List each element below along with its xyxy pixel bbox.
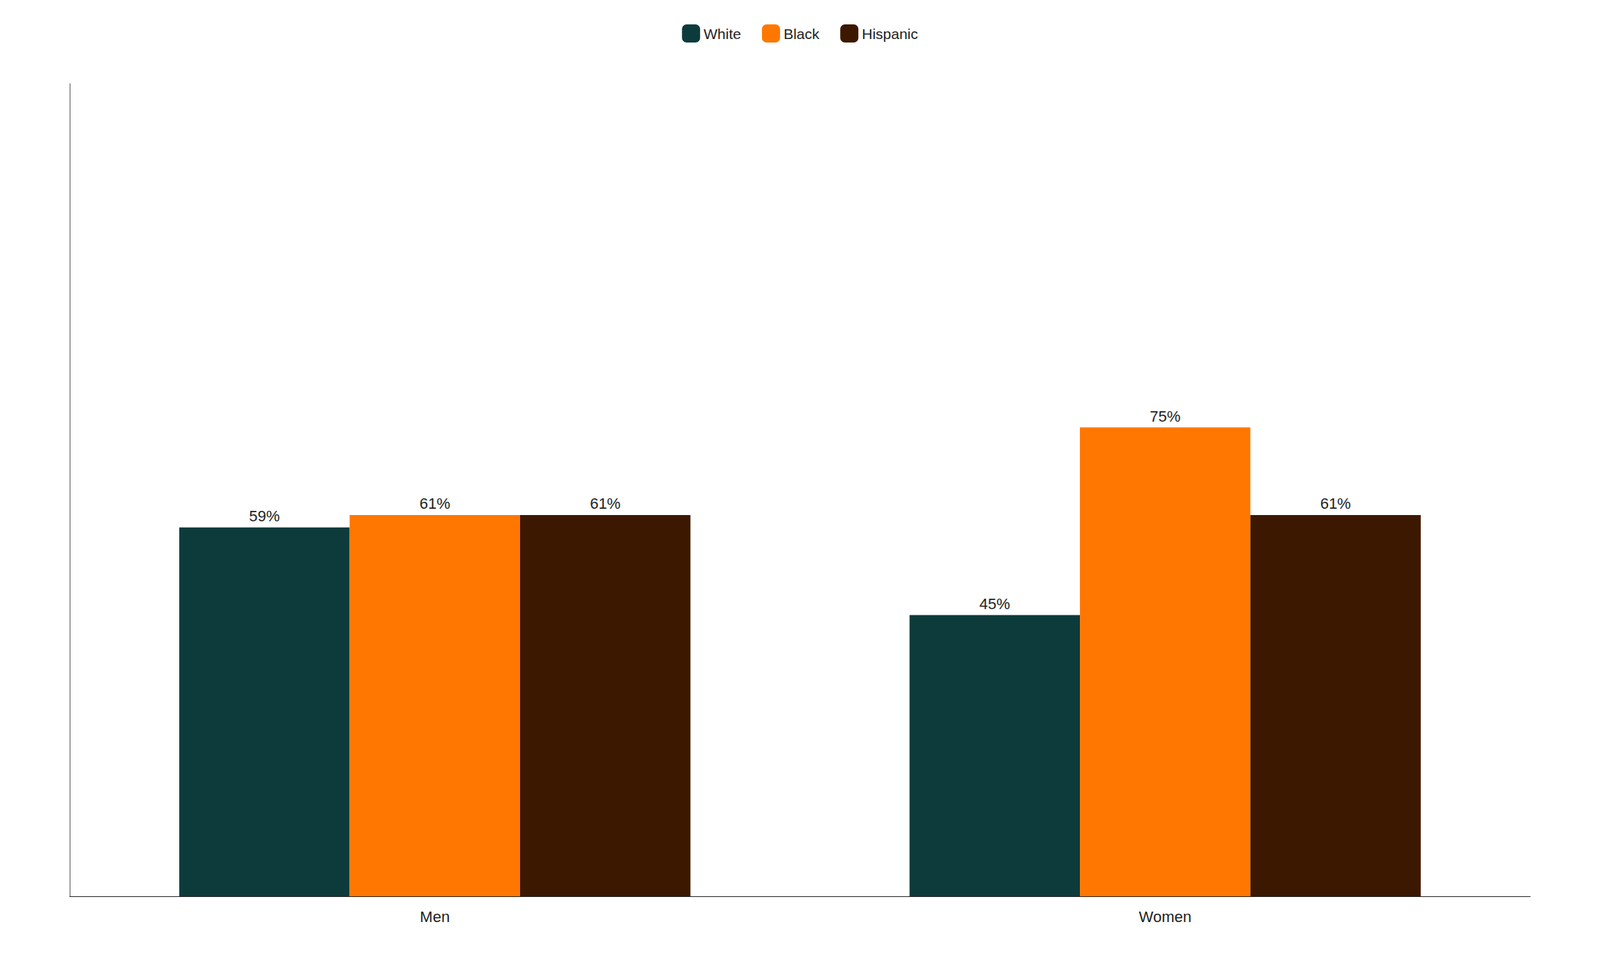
svg-text:61%: 61% <box>419 494 451 513</box>
svg-text:61%: 61% <box>589 494 621 513</box>
svg-text:61%: 61% <box>1320 494 1352 513</box>
svg-text:Black: Black <box>783 25 820 42</box>
svg-text:Hispanic: Hispanic <box>861 25 919 42</box>
svg-text:Women: Women <box>1139 908 1192 926</box>
svg-text:75%: 75% <box>1149 407 1181 426</box>
svg-text:Men: Men <box>419 908 450 926</box>
svg-text:45%: 45% <box>979 595 1011 613</box>
svg-text:59%: 59% <box>248 507 280 525</box>
svg-text:White: White <box>703 25 742 42</box>
